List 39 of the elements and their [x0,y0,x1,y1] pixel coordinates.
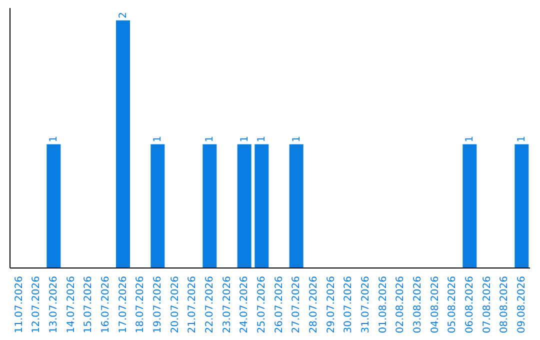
x-tick-label: 06.08.2026 [464,276,476,334]
x-tick-label: 18.07.2026 [135,276,146,334]
data-label: 1 [516,136,528,142]
x-tick-label: 02.08.2026 [395,276,406,334]
data-label: 1 [239,136,250,142]
x-tick-label: 14.07.2026 [66,276,77,334]
x-tick-label: 27.07.2026 [291,276,302,334]
data-label: 1 [152,136,164,142]
x-tick-label: 16.07.2026 [100,276,112,334]
data-label: 2 [118,12,129,18]
x-tick-label: 20.07.2026 [170,276,181,334]
x-tick-label: 26.07.2026 [274,276,285,334]
data-label: 1 [48,136,60,142]
x-tick-label: 22.07.2026 [204,276,216,334]
x-tick-label: 28.07.2026 [308,276,320,334]
x-tick-label: 30.07.2026 [343,276,354,334]
x-tick-label: 08.08.2026 [499,276,510,334]
x-tick-label: 04.08.2026 [430,276,441,334]
x-tick-label: 01.08.2026 [378,276,389,334]
x-tick-label: 05.08.2026 [447,276,458,334]
x-tick-label: 07.08.2026 [482,276,493,334]
data-label: 1 [291,136,302,142]
x-tick-label: 17.07.2026 [118,276,129,334]
x-tick-label: 03.08.2026 [412,276,424,334]
x-tick-label: 24.07.2026 [239,276,250,334]
x-tick-label: 25.07.2026 [256,276,268,334]
x-tick-label: 12.07.2026 [31,276,42,334]
x-tick-label: 13.07.2026 [48,276,60,334]
data-label: 1 [256,136,268,142]
x-tick-label: 15.07.2026 [83,276,94,334]
x-tick-label: 31.07.2026 [360,276,372,334]
x-tick-label: 29.07.2026 [326,276,337,334]
data-label: 1 [204,136,216,142]
x-tick-label: 21.07.2026 [187,276,198,334]
x-tick-label: 19.07.2026 [152,276,164,334]
x-tick-label: 11.07.2026 [14,276,25,334]
data-label: 1 [464,136,476,142]
x-tick-label: 09.08.2026 [516,276,528,334]
x-tick-label: 23.07.2026 [222,276,233,334]
